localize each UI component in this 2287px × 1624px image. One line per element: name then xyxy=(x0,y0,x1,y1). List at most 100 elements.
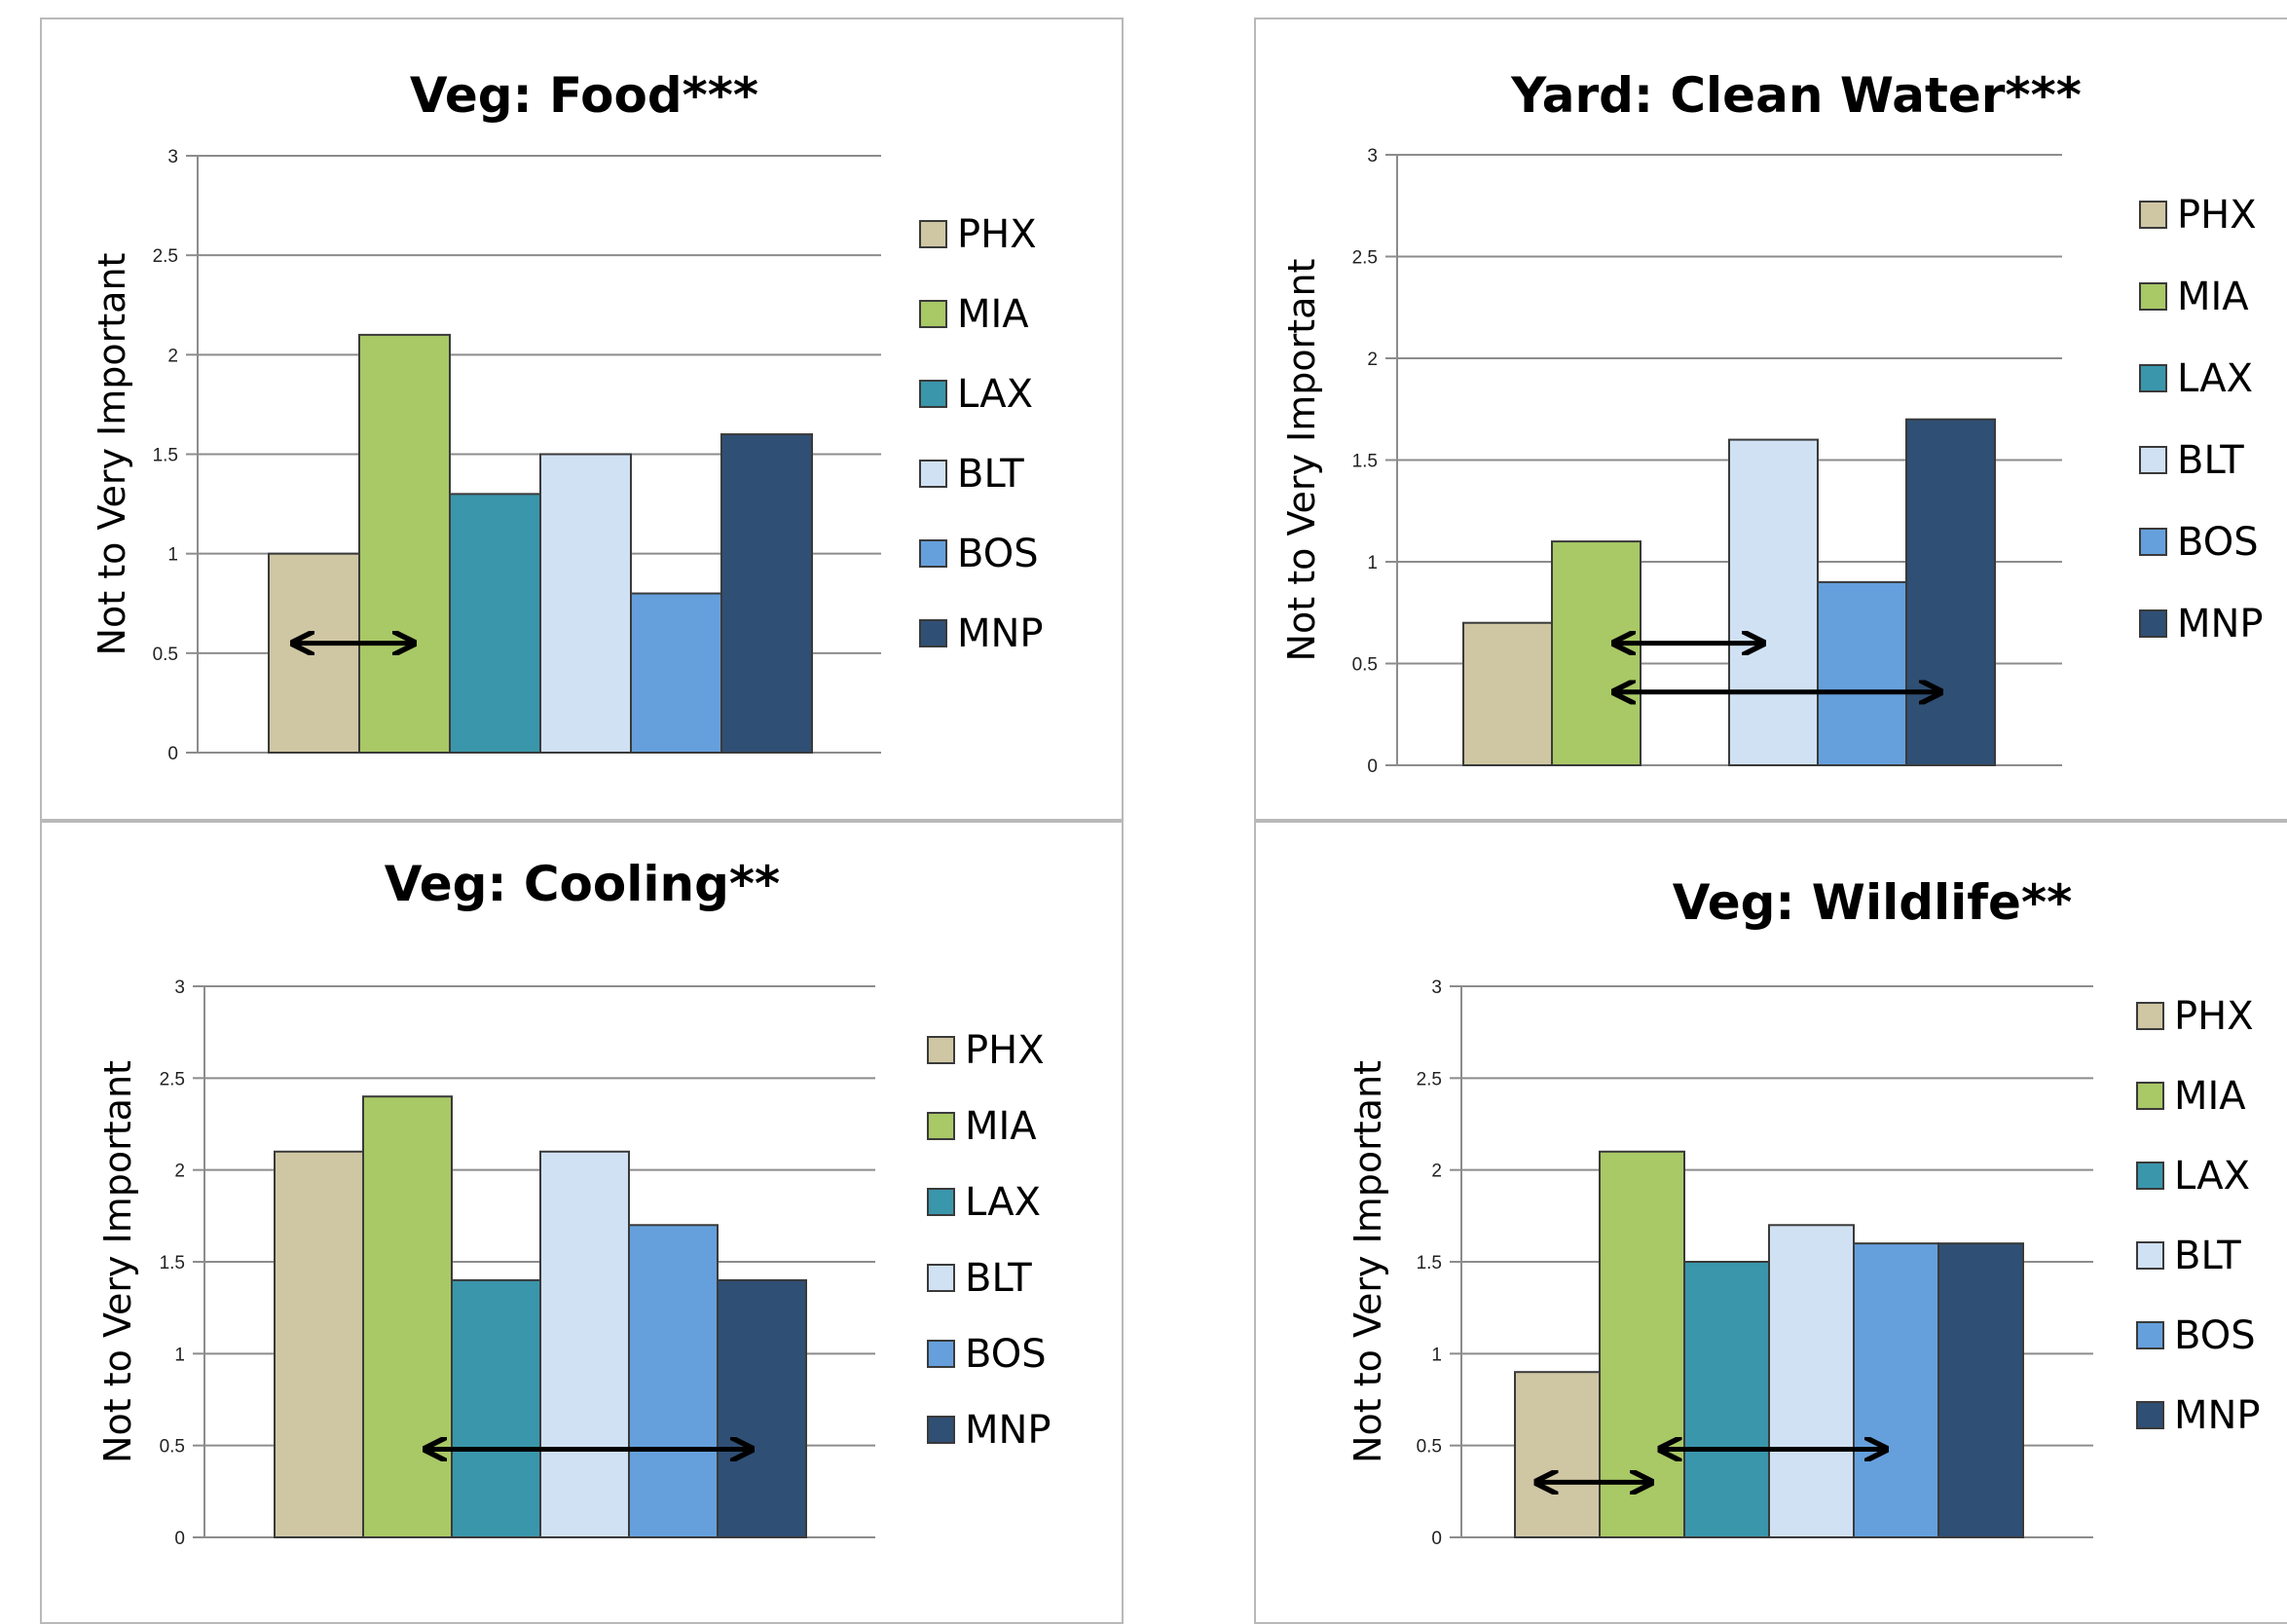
legend-swatch-mnp xyxy=(2136,1401,2164,1429)
chart-panel-veg-cooling: Veg: Cooling** Not to Very Important 0 0.5 1… xyxy=(40,821,1124,1624)
legend-swatch-mia xyxy=(2136,1082,2164,1110)
legend-swatch-phx xyxy=(919,220,947,248)
legend-swatch-mnp xyxy=(927,1416,955,1444)
chart-panel-yard-clean-water: Yard: Clean Water*** Not to Very Importan… xyxy=(1254,18,2287,821)
legend-label-phx: PHX xyxy=(2177,193,2257,238)
legend-swatch-blt xyxy=(919,460,947,488)
legend-swatch-phx xyxy=(927,1036,955,1064)
bar-mia xyxy=(1599,1150,1685,1538)
legend-label-bos: BOS xyxy=(2174,1313,2256,1358)
legend-label-mnp: MNP xyxy=(2177,602,2264,646)
legend-swatch-bos xyxy=(927,1340,955,1368)
bar-bos xyxy=(630,592,722,754)
legend-label-lax: LAX xyxy=(957,372,1033,417)
chart-svg: Veg: Cooling** Not to Very Important 0 0.5 1… xyxy=(96,856,1051,1549)
bar-lax xyxy=(451,1278,541,1538)
bar-mia xyxy=(1551,540,1641,766)
y-tick-label: 0.5 xyxy=(1352,655,1378,676)
legend-label-phx: PHX xyxy=(957,212,1037,257)
y-tick-label: 0 xyxy=(174,1529,185,1549)
legend-label-blt: BLT xyxy=(965,1256,1032,1301)
legend-label-mnp: MNP xyxy=(957,611,1044,656)
y-tick-label: 3 xyxy=(1431,978,1442,998)
y-tick-label: 1.5 xyxy=(153,446,178,466)
legend-swatch-bos xyxy=(2136,1321,2164,1349)
bar-blt xyxy=(539,1150,630,1538)
legend-swatch-phx xyxy=(2139,201,2167,229)
bar-phx xyxy=(1462,621,1553,767)
legend-swatch-phx xyxy=(2136,1002,2164,1030)
y-axis-label: Not to Very Important xyxy=(91,253,133,656)
y-tick-label: 2 xyxy=(1431,1162,1442,1182)
legend-swatch-blt xyxy=(927,1264,955,1292)
legend-label-phx: PHX xyxy=(965,1028,1045,1073)
legend-swatch-lax xyxy=(2136,1162,2164,1190)
y-tick-label: 1.5 xyxy=(1417,1253,1442,1273)
bar-blt xyxy=(1768,1224,1855,1538)
bar-mia xyxy=(362,1095,453,1538)
legend-label-blt: BLT xyxy=(2177,438,2244,483)
chart-svg: Yard: Clean Water*** Not to Very Importan… xyxy=(1280,67,2264,777)
legend-swatch-mnp xyxy=(2139,609,2167,638)
legend-swatch-mia xyxy=(2139,282,2167,311)
bar-mnp xyxy=(720,433,813,754)
legend-swatch-lax xyxy=(927,1188,955,1216)
chart-title: Veg: Wildlife** xyxy=(1673,874,2073,931)
y-tick-label: 1.5 xyxy=(160,1253,185,1273)
y-axis-label: Not to Very Important xyxy=(1280,259,1323,662)
legend-swatch-blt xyxy=(2136,1241,2164,1270)
y-tick-label: 2.5 xyxy=(153,246,178,267)
y-tick-label: 2 xyxy=(167,346,178,366)
legend-label-lax: LAX xyxy=(2174,1154,2250,1199)
bar-bos xyxy=(1853,1242,1939,1538)
chart-svg: Veg: Wildlife** Not to Very Important 0 0.5… xyxy=(1346,874,2261,1549)
legend-swatch-mnp xyxy=(919,619,947,647)
legend-label-blt: BLT xyxy=(957,452,1024,497)
y-tick-label: 1 xyxy=(1431,1345,1442,1365)
legend-label-phx: PHX xyxy=(2174,994,2254,1039)
y-tick-label: 3 xyxy=(174,978,185,998)
legend-swatch-bos xyxy=(2139,528,2167,556)
legend-swatch-mia xyxy=(919,300,947,328)
legend-label-mia: MIA xyxy=(965,1104,1037,1149)
legend-label-bos: BOS xyxy=(2177,520,2259,565)
y-tick-label: 2 xyxy=(1367,350,1378,370)
y-tick-label: 2.5 xyxy=(1352,248,1378,269)
y-tick-label: 2 xyxy=(174,1162,185,1182)
bar-blt xyxy=(539,453,632,754)
y-tick-label: 3 xyxy=(167,147,178,167)
legend-label-mnp: MNP xyxy=(965,1408,1051,1453)
y-tick-label: 0.5 xyxy=(1417,1437,1442,1458)
legend-label-bos: BOS xyxy=(957,532,1039,576)
y-tick-label: 0.5 xyxy=(160,1437,185,1458)
chart-panel-veg-food: Veg: Food*** Not to Very Important 0 0.5 1 1.… xyxy=(40,18,1124,821)
bar-phx xyxy=(1514,1371,1601,1539)
bar-lax xyxy=(449,493,541,754)
legend-label-mnp: MNP xyxy=(2174,1393,2261,1438)
legend-label-mia: MIA xyxy=(2177,275,2249,319)
bar-phx xyxy=(268,552,360,755)
bar-blt xyxy=(1728,438,1819,766)
legend-swatch-lax xyxy=(919,380,947,408)
y-axis-label: Not to Very Important xyxy=(96,1060,139,1463)
chart-title: Veg: Food*** xyxy=(410,67,758,124)
legend-swatch-mia xyxy=(927,1112,955,1140)
legend-label-mia: MIA xyxy=(2174,1074,2246,1119)
bar-phx xyxy=(274,1150,364,1538)
legend-swatch-lax xyxy=(2139,364,2167,392)
legend-label-lax: LAX xyxy=(965,1180,1041,1225)
y-tick-label: 0 xyxy=(1367,757,1378,777)
bar-mia xyxy=(358,333,451,754)
y-tick-label: 1 xyxy=(174,1345,185,1365)
bar-mnp xyxy=(1937,1242,2024,1538)
y-tick-label: 2.5 xyxy=(1417,1069,1442,1089)
legend-swatch-blt xyxy=(2139,446,2167,474)
chart-title: Veg: Cooling** xyxy=(385,856,780,912)
bar-bos xyxy=(628,1224,719,1538)
legend-swatch-bos xyxy=(919,539,947,568)
legend-label-lax: LAX xyxy=(2177,356,2253,401)
chart-svg: Veg: Food*** Not to Very Important 0 0.5 1 1.… xyxy=(91,67,1044,764)
y-tick-label: 0 xyxy=(167,744,178,764)
y-tick-label: 0 xyxy=(1431,1529,1442,1549)
bar-lax xyxy=(1683,1261,1770,1538)
